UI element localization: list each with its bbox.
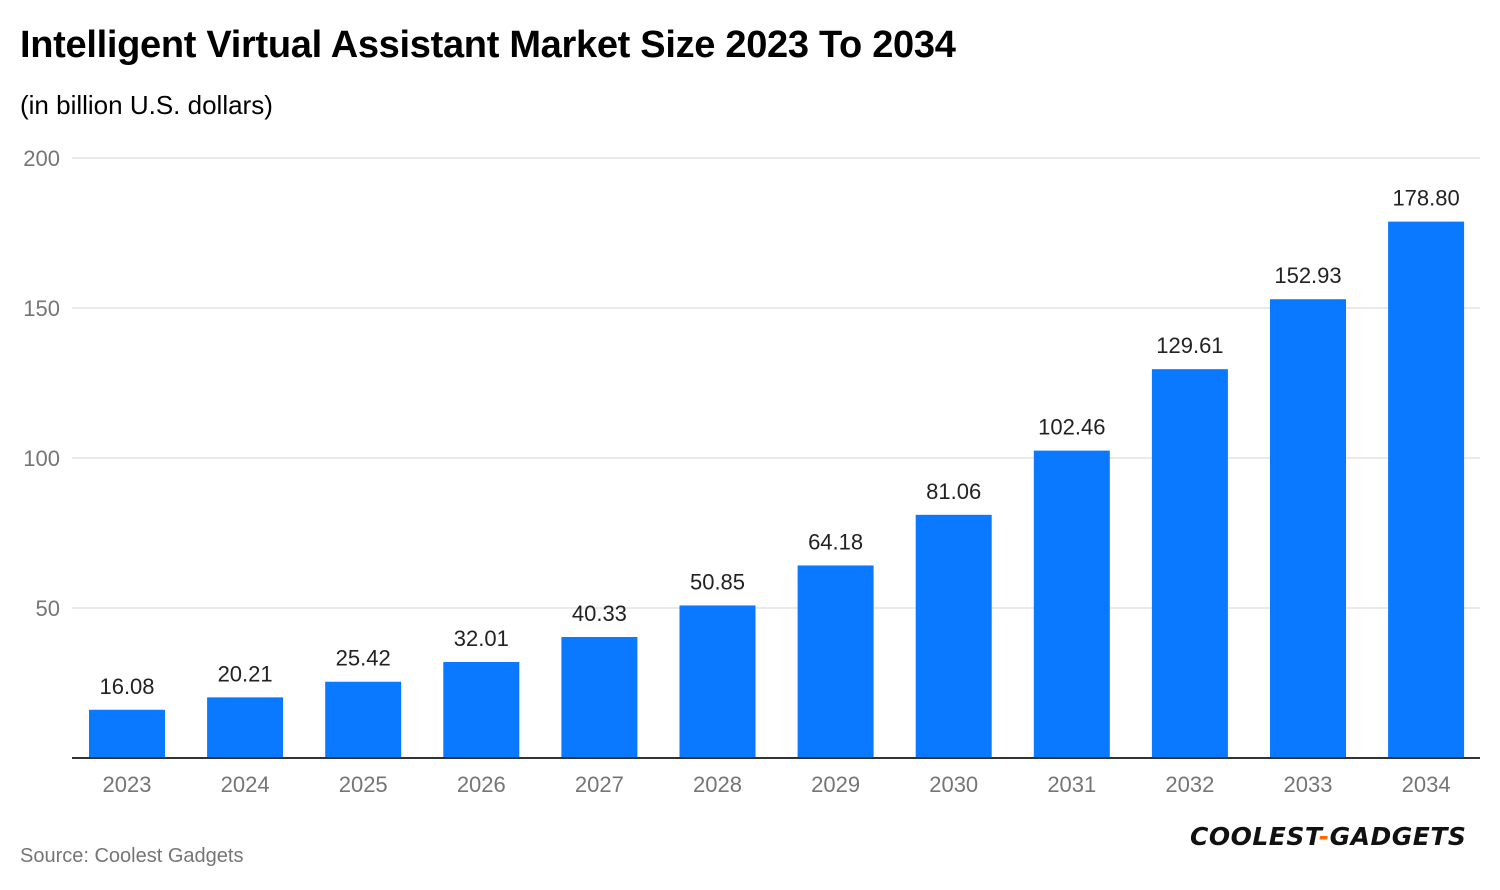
x-tick-label: 2027 [575, 772, 624, 797]
bar [1270, 299, 1346, 758]
bar-value-label: 25.42 [336, 646, 391, 671]
bar [89, 709, 165, 758]
bar-value-label: 20.21 [218, 661, 273, 686]
y-tick-label: 200 [23, 146, 60, 171]
bar [207, 697, 284, 758]
x-tick-label: 2026 [457, 772, 506, 797]
x-tick-label: 2033 [1284, 772, 1333, 797]
y-tick-label: 50 [36, 596, 60, 621]
bar [679, 605, 756, 758]
x-tick-label: 2023 [103, 772, 152, 797]
chart-title: Intelligent Virtual Assistant Market Siz… [20, 24, 956, 66]
bar-value-label: 81.06 [926, 479, 981, 504]
bar-value-label: 129.61 [1156, 333, 1223, 358]
bar [561, 637, 638, 758]
x-tick-label: 2024 [221, 772, 270, 797]
x-tick-label: 2025 [339, 772, 388, 797]
logo-dash: - [1318, 822, 1330, 851]
bar-value-label: 16.08 [99, 674, 154, 699]
bar [325, 681, 402, 758]
x-tick-label: 2034 [1402, 772, 1451, 797]
bar-value-label: 152.93 [1274, 263, 1341, 288]
x-tick-label: 2029 [811, 772, 860, 797]
brand-logo: COOLEST-GADGETS [1190, 822, 1466, 851]
bar [797, 565, 874, 758]
bar [1388, 221, 1465, 759]
logo-left-text: COOLEST [1190, 822, 1319, 851]
x-tick-label: 2032 [1165, 772, 1214, 797]
chart-subtitle: (in billion U.S. dollars) [20, 90, 273, 120]
bar-value-label: 178.80 [1392, 186, 1459, 211]
bar [1033, 450, 1110, 758]
x-tick-label: 2031 [1047, 772, 1096, 797]
logo-right-text: GADGETS [1329, 822, 1467, 851]
bar-value-label: 40.33 [572, 601, 627, 626]
y-tick-label: 100 [23, 446, 60, 471]
y-tick-label: 150 [23, 296, 60, 321]
bar-value-label: 64.18 [808, 529, 863, 554]
bar [915, 514, 992, 758]
bar-value-label: 50.85 [690, 569, 745, 594]
bar-value-label: 32.01 [454, 626, 509, 651]
source-note: Source: Coolest Gadgets [20, 845, 244, 867]
bar-value-label: 102.46 [1038, 415, 1105, 440]
x-tick-label: 2028 [693, 772, 742, 797]
bar [1151, 369, 1228, 758]
x-tick-label: 2030 [929, 772, 978, 797]
bar [443, 661, 520, 758]
